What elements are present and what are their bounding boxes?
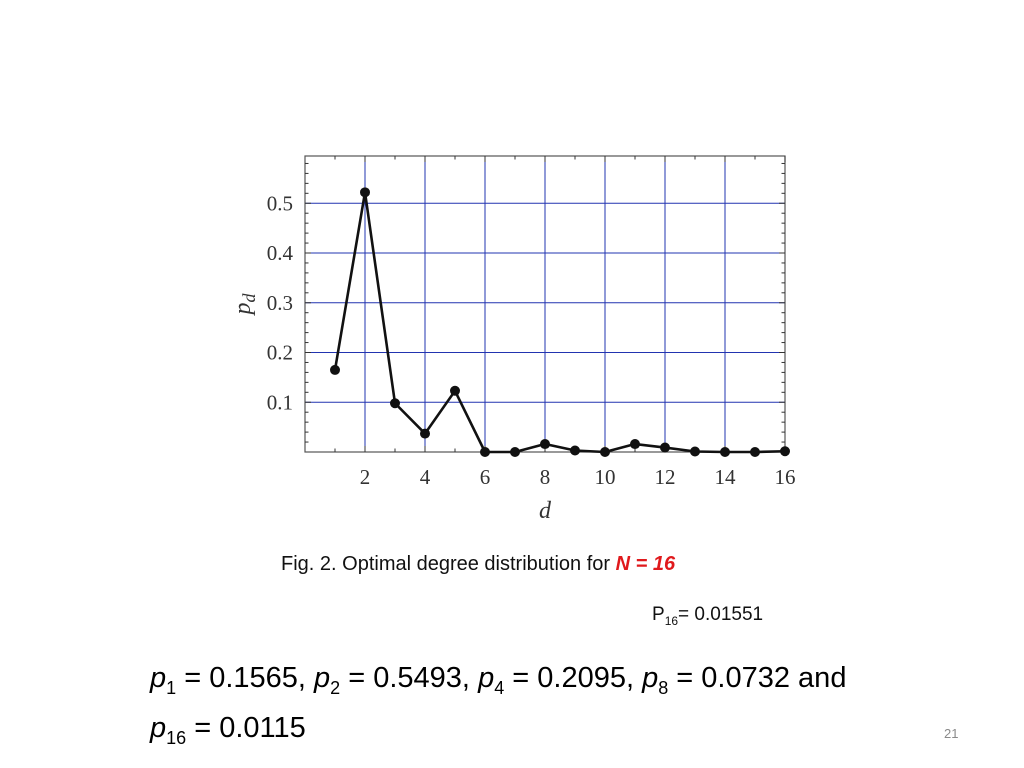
y-tick-label: 0.1 bbox=[267, 390, 293, 414]
x-axis-label: d bbox=[539, 498, 552, 524]
y-tick-label: 0.3 bbox=[267, 291, 293, 315]
data-point bbox=[390, 398, 400, 409]
series-layer bbox=[330, 187, 790, 457]
caption-prefix: Fig. 2. Optimal degree distribution for bbox=[281, 553, 616, 575]
degree-distribution-chart: 2 4 6 8 10 12 14 160.10.20.30.40.5 d pd bbox=[230, 155, 796, 524]
p16-note: P16= 0.01551 bbox=[652, 604, 763, 628]
y-tick-label: 0.5 bbox=[267, 191, 293, 215]
x-tick-label: 16 bbox=[775, 465, 796, 489]
formula-term: p1 = 0.1565, bbox=[150, 662, 315, 698]
data-point bbox=[420, 428, 430, 439]
data-point bbox=[630, 439, 640, 450]
data-point bbox=[750, 447, 760, 457]
figure-caption: Fig. 2. Optimal degree distribution for … bbox=[281, 553, 675, 576]
formula-term: p16 = 0.0115 bbox=[150, 711, 306, 748]
data-point bbox=[780, 446, 790, 457]
data-point bbox=[540, 439, 550, 450]
y-axis-label: pd bbox=[230, 293, 259, 317]
y-axis-label-sub: d bbox=[239, 293, 259, 303]
series-line bbox=[333, 191, 786, 454]
data-point bbox=[450, 385, 460, 396]
y-tick-label: 0.4 bbox=[267, 241, 294, 265]
x-tick-label: 6 bbox=[480, 465, 491, 489]
formula-term: p8 = 0.0732 and bbox=[642, 662, 847, 698]
x-tick-label: 10 bbox=[595, 465, 616, 489]
formula-term: p4 = 0.2095, bbox=[478, 662, 643, 698]
data-point bbox=[570, 445, 580, 456]
data-point bbox=[480, 447, 490, 457]
data-point bbox=[660, 442, 670, 453]
formula-term: p2 = 0.5493, bbox=[314, 662, 479, 698]
x-tick-label: 14 bbox=[715, 465, 737, 489]
data-point bbox=[720, 447, 730, 457]
grid-lines bbox=[305, 156, 786, 452]
caption-emphasis: N = 16 bbox=[615, 553, 676, 575]
data-point bbox=[690, 446, 700, 457]
data-point bbox=[330, 364, 340, 375]
y-tick-label: 0.2 bbox=[267, 341, 293, 365]
p16-sub: 16 bbox=[664, 613, 679, 628]
x-tick-label: 2 bbox=[360, 465, 371, 489]
data-point bbox=[510, 447, 520, 457]
data-point bbox=[600, 447, 610, 457]
x-tick-label: 4 bbox=[420, 465, 431, 489]
p16-label: P bbox=[652, 604, 665, 625]
y-axis-label-main: p bbox=[230, 303, 256, 317]
data-point bbox=[360, 187, 370, 198]
probability-formula: p1 = 0.1565, p2 = 0.5493, p4 = 0.2095, p… bbox=[150, 658, 950, 758]
slide-number: 21 bbox=[944, 726, 959, 741]
x-tick-label: 8 bbox=[540, 465, 551, 489]
p16-value: = 0.01551 bbox=[678, 604, 764, 625]
x-tick-label: 12 bbox=[655, 465, 676, 489]
tick-labels: 2 4 6 8 10 12 14 16 0.1 0.2 0.3 0.4 0.5 bbox=[267, 191, 796, 489]
